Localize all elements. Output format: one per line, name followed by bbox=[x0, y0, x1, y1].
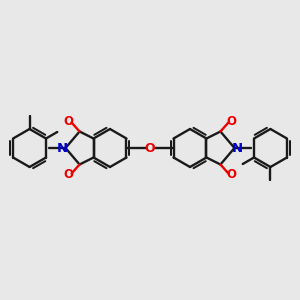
Text: O: O bbox=[145, 142, 155, 154]
Text: O: O bbox=[226, 115, 236, 128]
Text: O: O bbox=[226, 168, 236, 181]
Text: N: N bbox=[57, 142, 68, 154]
Text: O: O bbox=[64, 115, 74, 128]
Text: N: N bbox=[232, 142, 243, 154]
Text: O: O bbox=[64, 168, 74, 181]
